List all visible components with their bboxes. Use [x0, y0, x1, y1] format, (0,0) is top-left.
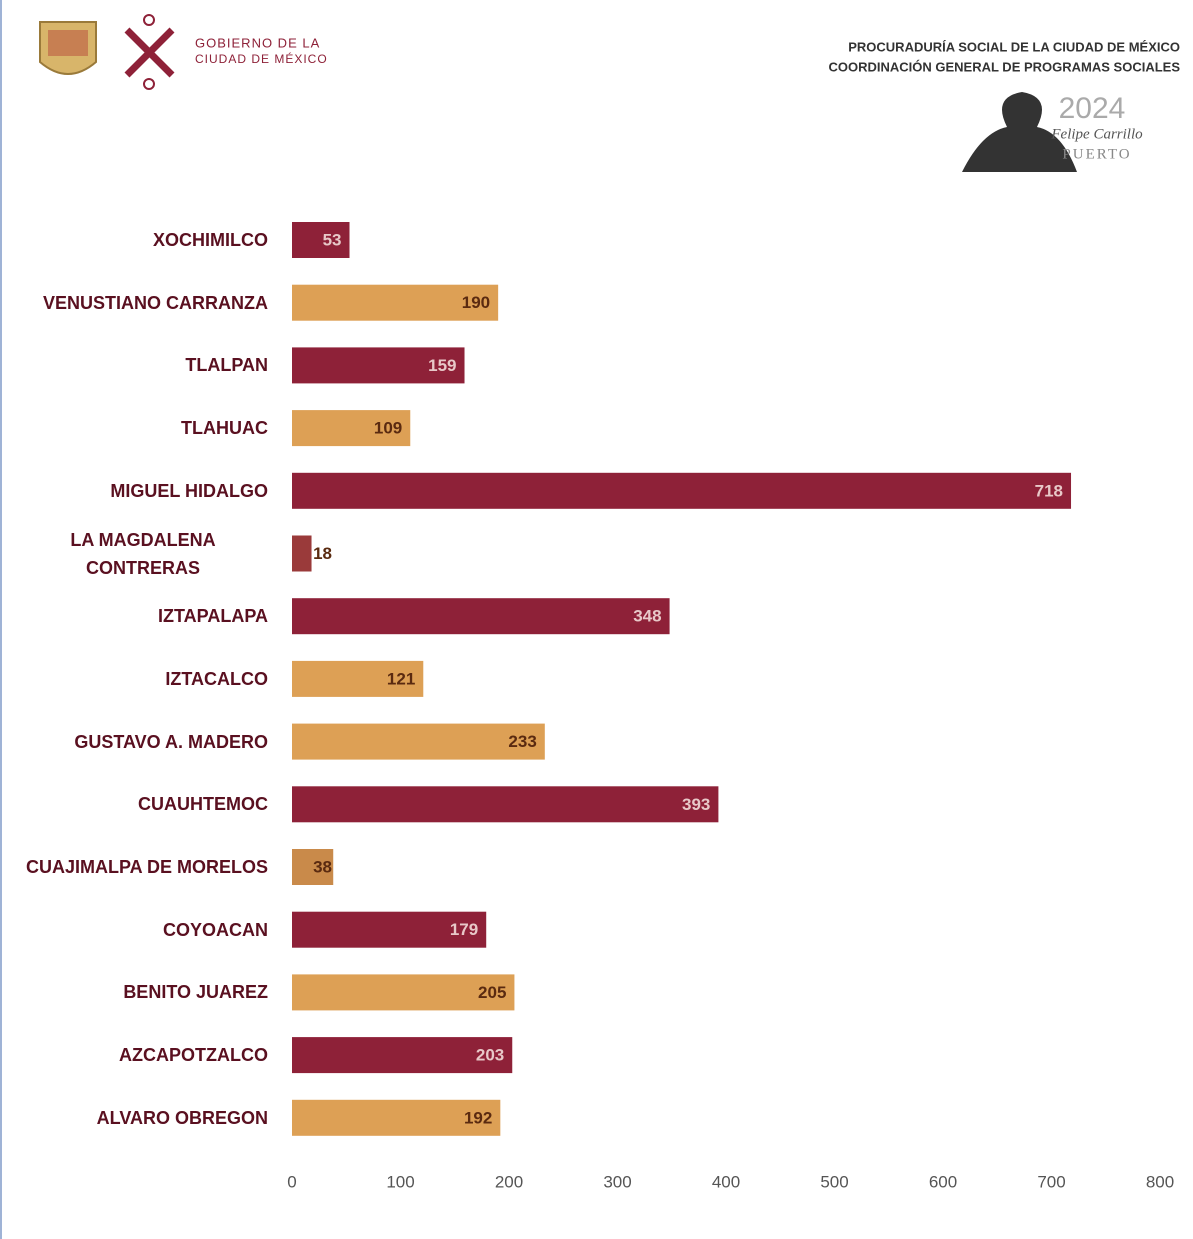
value-label: 38 — [313, 857, 332, 876]
category-label: GUSTAVO A. MADERO — [74, 731, 268, 752]
bar — [292, 786, 719, 823]
value-label: 205 — [478, 983, 506, 1002]
bar — [292, 1037, 513, 1074]
bar — [292, 222, 350, 258]
x-tick-label: 500 — [820, 1172, 848, 1191]
category-label: IZTAPALAPA — [158, 606, 268, 627]
category-label: IZTACALCO — [165, 668, 268, 689]
category-label: CUAUHTEMOC — [138, 794, 268, 815]
bar — [292, 723, 545, 760]
x-tick-label: 400 — [712, 1172, 740, 1191]
value-label: 109 — [374, 419, 402, 438]
category-label: CUAJIMALPA DE MORELOS — [25, 857, 268, 877]
value-label: 718 — [1035, 481, 1063, 500]
category-label: XOCHIMILCO — [153, 230, 268, 250]
bar — [292, 849, 334, 885]
category-label: AZCAPOTZALCO — [119, 1045, 268, 1066]
category-label: LA MAGDALENA CONTRERAS — [70, 529, 216, 578]
bar — [292, 284, 499, 321]
value-label: 18 — [313, 544, 332, 563]
x-tick-label: 300 — [603, 1172, 631, 1191]
bar — [292, 660, 424, 697]
bar — [292, 535, 312, 572]
x-tick-label: 700 — [1037, 1172, 1065, 1191]
logo-cdmx — [124, 14, 175, 90]
x-tick-label: 100 — [386, 1172, 414, 1191]
portrait — [962, 92, 1077, 172]
category-label: BENITO JUAREZ — [123, 982, 268, 1003]
bar — [292, 1099, 501, 1136]
value-label: 393 — [682, 795, 710, 814]
bar — [292, 911, 487, 948]
x-tick-label: 200 — [495, 1172, 523, 1191]
value-label: 192 — [464, 1108, 492, 1127]
value-label: 233 — [508, 732, 536, 751]
year: 2024 — [1059, 92, 1126, 125]
year-name: Felipe Carrillo — [1050, 126, 1143, 142]
value-label: 179 — [450, 920, 478, 939]
gov-text: CIUDAD DE MÉXICO — [195, 51, 328, 66]
category-label: COYOACAN — [162, 919, 268, 940]
value-label: 121 — [387, 669, 415, 688]
org-text: COORDINACIÓN GENERAL DE PROGRAMAS SOCIAL… — [828, 59, 1180, 74]
category-label: VENUSTIANO CARRANZA — [43, 292, 268, 313]
value-label: 53 — [323, 230, 342, 249]
category-label: ALVARO OBREGON — [96, 1107, 268, 1128]
bar — [292, 472, 1072, 509]
category-label: MIGUEL HIDALGO — [110, 480, 268, 501]
category-label: TLAHUAC — [181, 418, 268, 439]
value-label: 190 — [462, 293, 490, 312]
bar — [292, 598, 670, 635]
value-label: 203 — [476, 1046, 504, 1065]
bar — [292, 347, 465, 384]
category-label: TLALPAN — [185, 355, 268, 376]
x-tick-label: 800 — [1146, 1172, 1174, 1191]
org-text: PROCURADURÍA SOCIAL DE LA CIUDAD DE MÉXI… — [848, 39, 1180, 54]
value-label: 159 — [428, 356, 456, 375]
x-tick-label: 600 — [929, 1172, 957, 1191]
bar — [292, 410, 411, 447]
gov-text: GOBIERNO DE LA — [195, 35, 320, 50]
logo-shield — [39, 21, 97, 75]
value-label: 348 — [633, 607, 661, 626]
bar — [292, 974, 515, 1011]
x-tick-label: 0 — [287, 1172, 296, 1191]
year-name: PUERTO — [1062, 146, 1131, 162]
